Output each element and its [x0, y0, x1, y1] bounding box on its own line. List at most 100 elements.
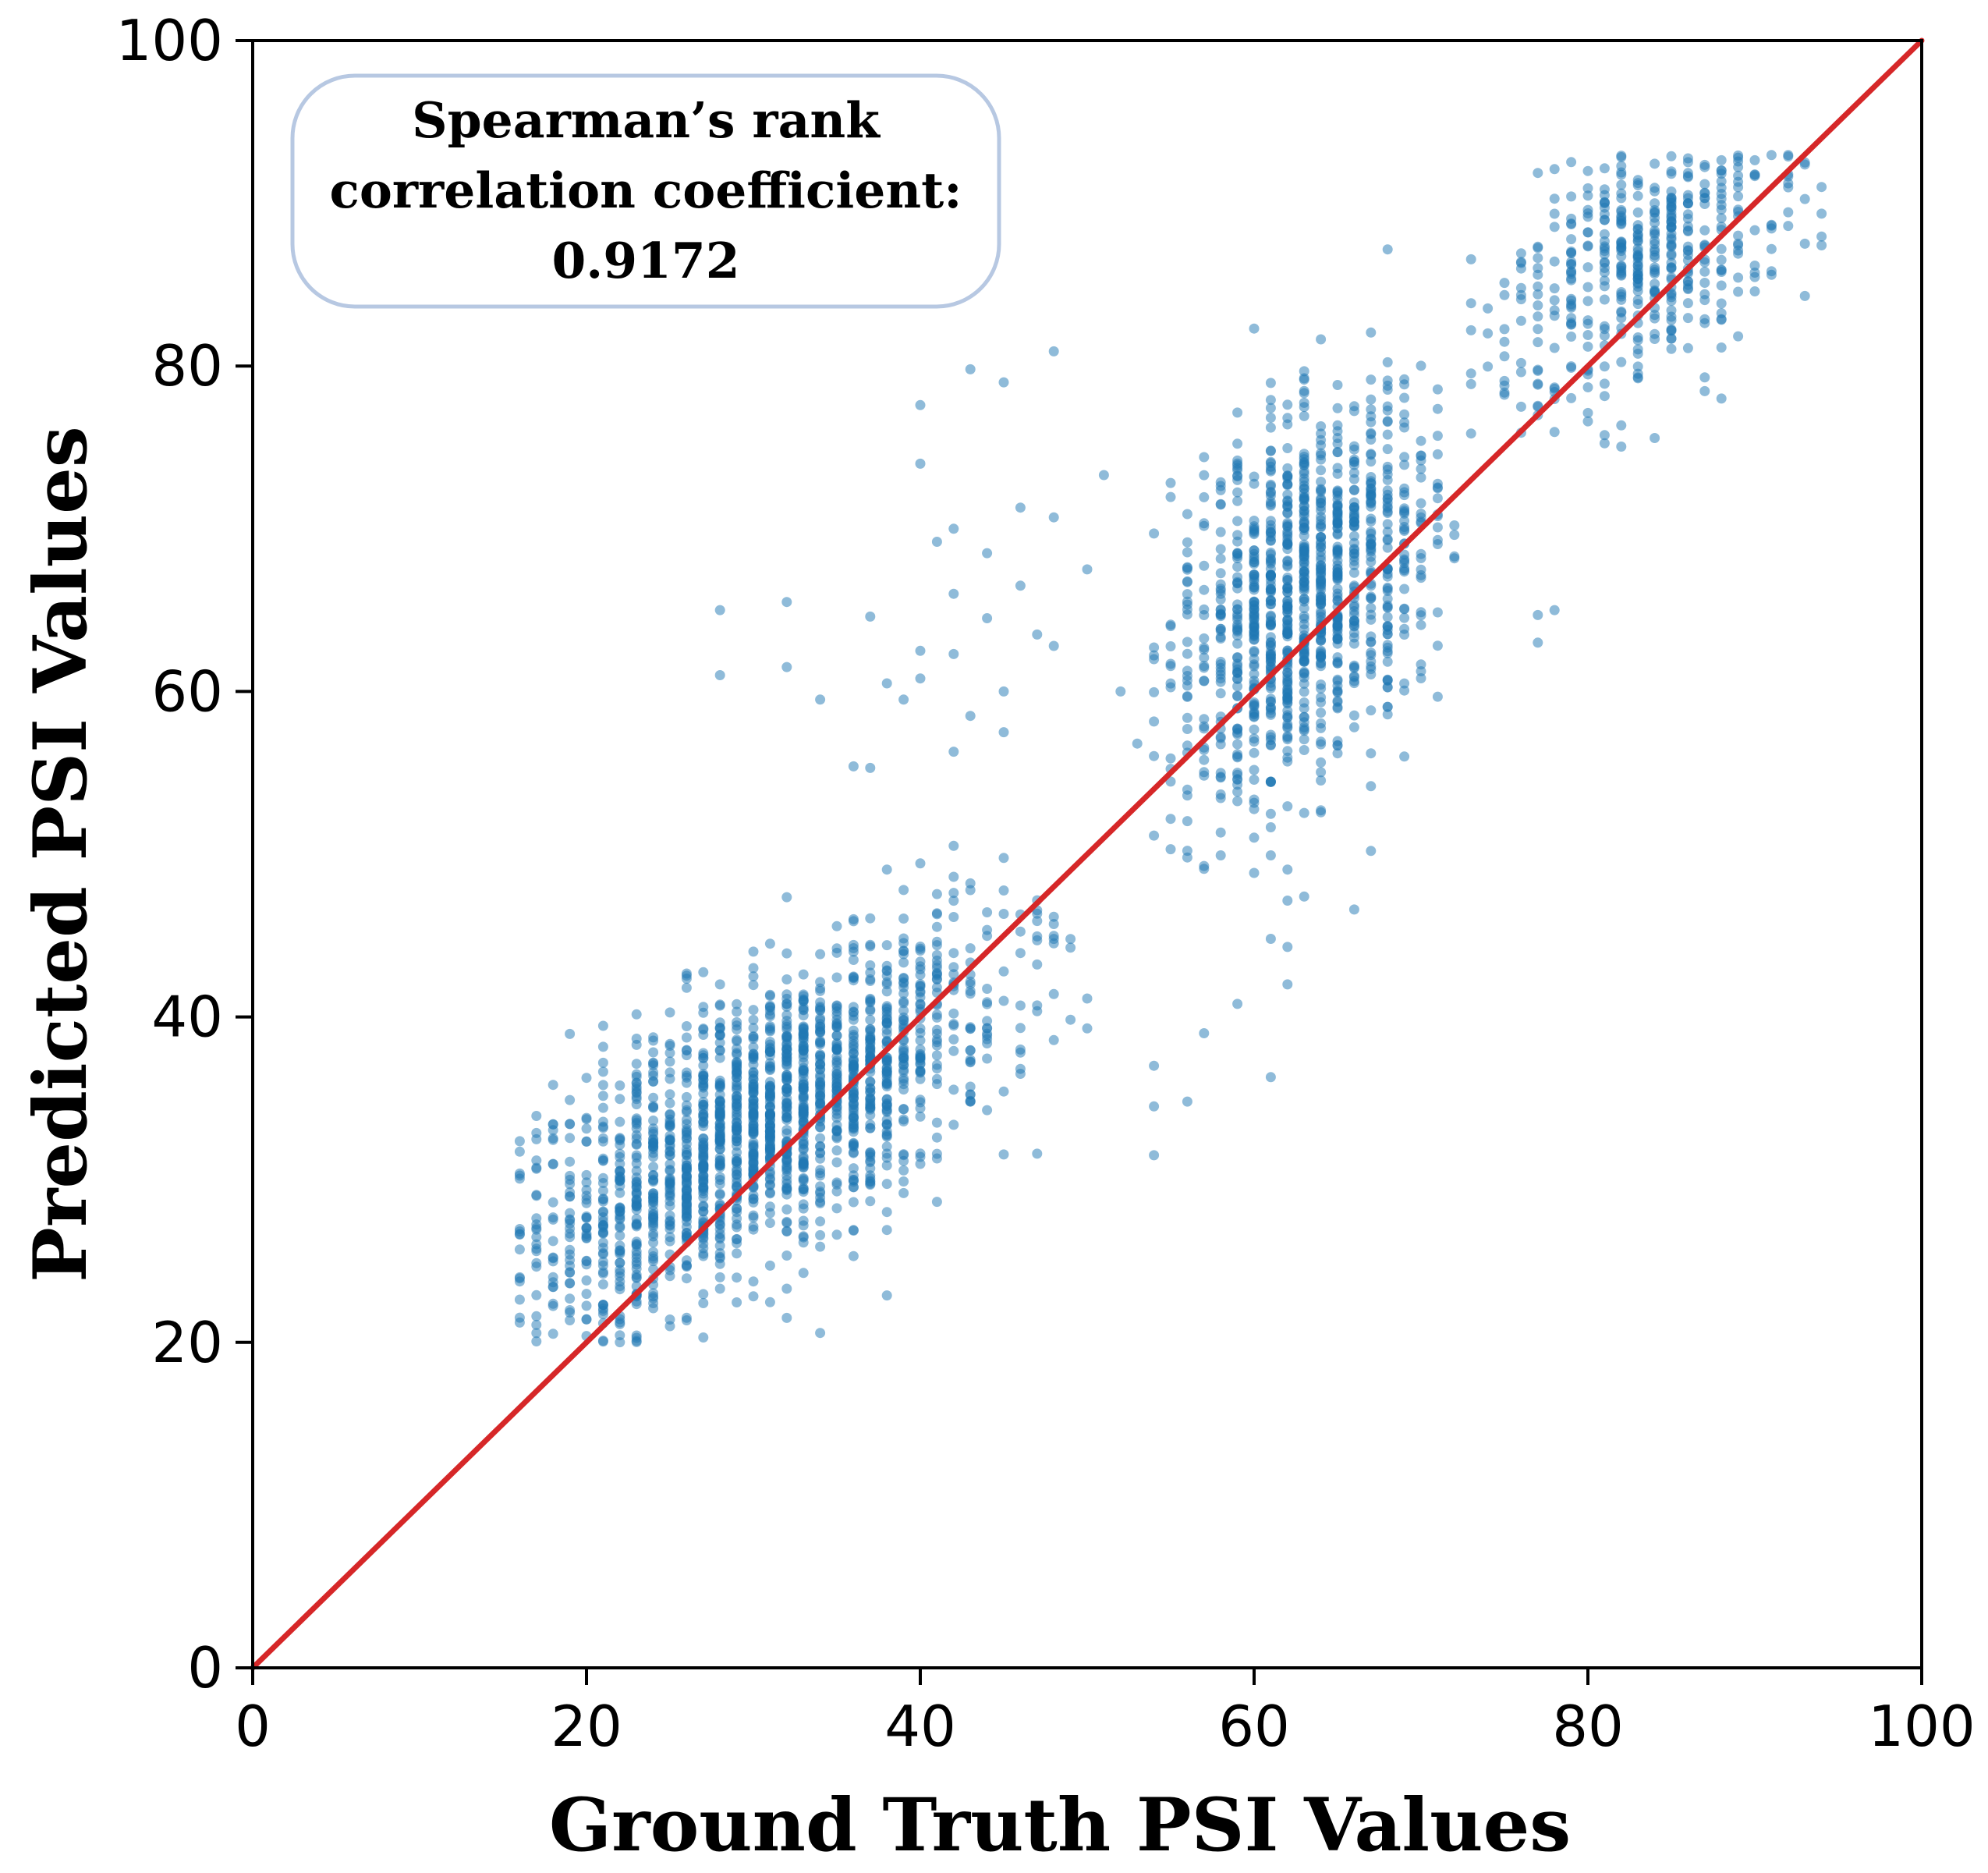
point-3063	[1749, 154, 1760, 165]
point-3401	[1533, 637, 1543, 648]
point-3394	[1265, 1072, 1276, 1083]
point-2233	[1332, 403, 1343, 413]
point-1181	[881, 960, 892, 971]
point-1710	[681, 1211, 692, 1222]
point-889	[748, 1137, 759, 1148]
point-2845	[1299, 717, 1309, 728]
point-2711	[1366, 513, 1377, 524]
point-242	[881, 1290, 892, 1301]
point-992	[881, 1152, 892, 1163]
point-1354	[898, 1165, 909, 1176]
point-2557	[1382, 444, 1393, 455]
point-1441	[998, 1086, 1009, 1097]
point-730	[1048, 919, 1059, 929]
point-2783	[1399, 379, 1410, 390]
point-3130	[1582, 241, 1593, 252]
point-1157	[848, 916, 859, 927]
point-758	[565, 1156, 576, 1167]
point-712	[915, 970, 926, 981]
point-2313	[1182, 589, 1192, 600]
point-578	[831, 1203, 842, 1214]
point-2814	[1232, 407, 1243, 418]
point-2826	[1366, 538, 1377, 549]
point-2839	[1366, 417, 1377, 427]
point-988	[698, 1248, 709, 1259]
point-1634	[798, 969, 809, 980]
point-3151	[1733, 272, 1744, 283]
annotation-box	[290, 73, 1001, 309]
point-1525	[581, 1259, 592, 1270]
point-1212	[714, 1248, 725, 1258]
y-tick-label-40: 40	[151, 984, 223, 1050]
point-2767	[1316, 565, 1327, 575]
point-116	[581, 1177, 592, 1188]
point-2756	[1249, 545, 1260, 556]
point-3272	[1616, 306, 1627, 317]
point-3099	[1650, 186, 1660, 197]
point-680	[681, 1032, 692, 1043]
point-1376	[664, 1041, 675, 1051]
point-3249	[1766, 150, 1777, 161]
point-2317	[1382, 357, 1393, 367]
point-1746	[815, 985, 826, 996]
point-2509	[1366, 614, 1377, 625]
point-1609	[631, 1263, 642, 1274]
point-1672	[915, 1035, 926, 1046]
point-1120	[781, 1083, 792, 1094]
point-1795	[798, 1231, 809, 1242]
point-3339	[1666, 262, 1677, 273]
point-1443	[732, 999, 742, 1009]
point-1546	[848, 1148, 859, 1158]
point-2587	[1382, 461, 1393, 472]
point-1033	[948, 896, 959, 906]
point-3350	[714, 605, 725, 615]
point-3359	[898, 694, 909, 705]
point-1187	[631, 1240, 642, 1251]
point-3182	[1699, 385, 1710, 396]
point-2734	[1382, 489, 1393, 500]
point-2808	[1282, 629, 1293, 640]
point-1026	[831, 921, 842, 931]
point-1760	[764, 1172, 775, 1183]
point-1747	[798, 1045, 809, 1055]
point-2963	[1666, 343, 1677, 354]
point-1195	[798, 1072, 809, 1083]
point-965	[664, 1089, 675, 1100]
point-2371	[1199, 652, 1210, 663]
point-950	[514, 1244, 525, 1255]
point-2643	[1182, 576, 1192, 587]
point-1036	[915, 1103, 926, 1114]
point-977	[531, 1232, 542, 1243]
point-3378	[1032, 629, 1043, 640]
point-2472	[1366, 552, 1377, 562]
point-323	[514, 1136, 525, 1147]
point-1749	[531, 1258, 542, 1268]
point-3247	[1515, 282, 1526, 293]
point-760	[881, 1207, 892, 1218]
point-417	[597, 1178, 608, 1188]
point-2348	[1366, 449, 1377, 460]
point-3315	[1666, 325, 1677, 336]
point-1693	[948, 969, 959, 980]
point-3386	[1149, 1060, 1160, 1071]
point-3155	[1632, 207, 1643, 218]
point-1871	[1232, 495, 1243, 506]
point-2194	[1316, 477, 1327, 487]
point-20	[615, 1230, 625, 1241]
point-1776	[714, 1052, 725, 1063]
point-2827	[1332, 638, 1343, 649]
point-2779	[1249, 613, 1260, 624]
point-106	[615, 1094, 625, 1105]
point-733	[631, 1150, 642, 1161]
point-630	[597, 1123, 608, 1133]
point-2992	[1566, 191, 1577, 202]
point-1316	[898, 1079, 909, 1090]
point-2915	[1566, 332, 1577, 342]
point-2674	[1282, 520, 1293, 530]
point-1628	[1065, 942, 1076, 953]
point-591	[781, 948, 792, 959]
point-1539	[781, 1283, 792, 1294]
point-3354	[815, 694, 826, 705]
point-2207	[1316, 767, 1327, 778]
y-tick-label-100: 100	[116, 8, 223, 73]
